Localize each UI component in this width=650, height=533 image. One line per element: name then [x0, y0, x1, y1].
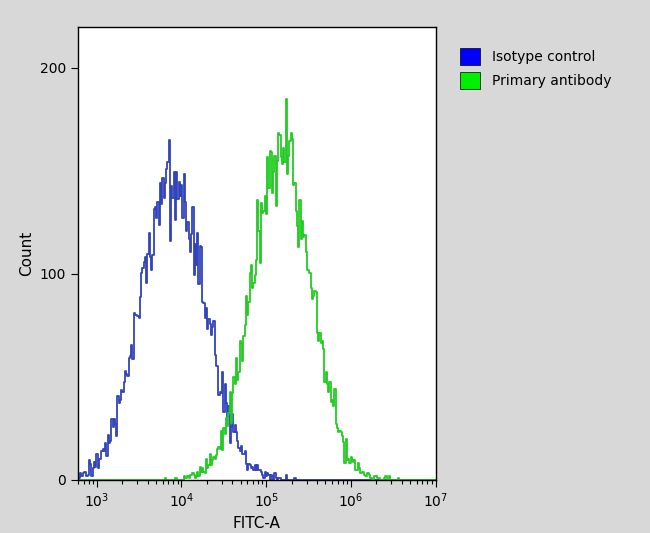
Y-axis label: Count: Count: [20, 231, 34, 276]
Legend: Isotype control, Primary antibody: Isotype control, Primary antibody: [456, 44, 615, 93]
X-axis label: FITC-A: FITC-A: [233, 515, 281, 531]
